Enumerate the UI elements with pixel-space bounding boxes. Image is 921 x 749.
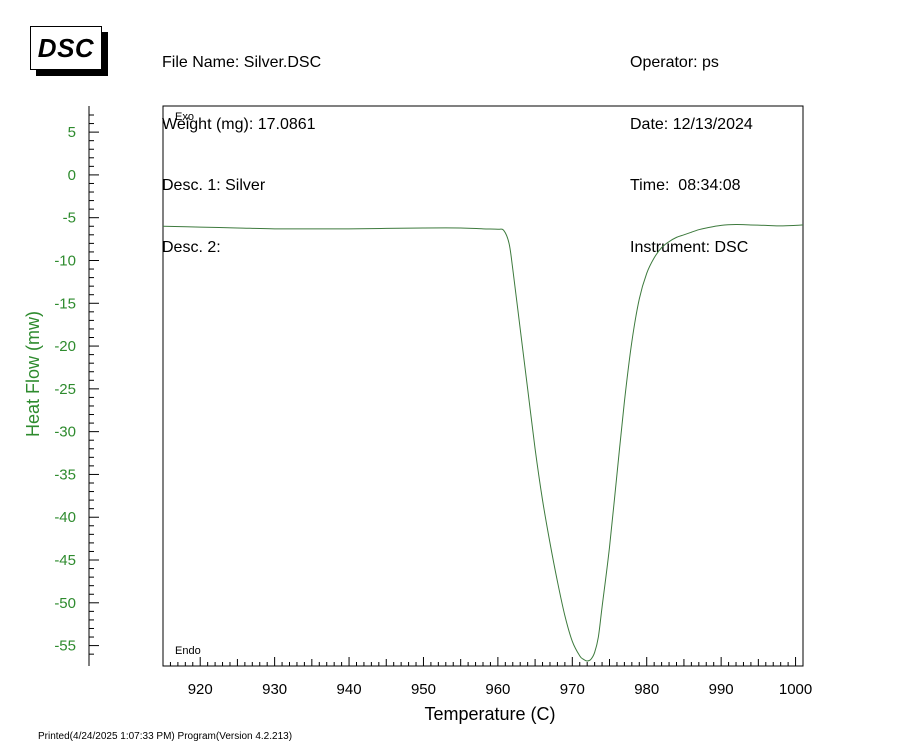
y-tick-label: -30 <box>54 424 76 441</box>
y-tick-label: -5 <box>63 210 76 227</box>
y-tick-label: -40 <box>54 509 76 526</box>
x-axis-label: Temperature (C) <box>424 704 555 724</box>
plot-frame <box>162 105 804 667</box>
instrument-text: Instrument: DSC <box>630 238 749 256</box>
y-tick-label: -35 <box>54 466 76 483</box>
x-tick-label: 990 <box>709 681 734 698</box>
operator-text: Operator: ps <box>630 54 719 71</box>
y-tick-label: -45 <box>54 552 76 569</box>
x-tick-label: 960 <box>485 681 510 698</box>
y-axis-label: Heat Flow (mw) <box>23 311 43 437</box>
endo-label: Endo <box>175 645 201 657</box>
x-tick-label: 970 <box>560 681 585 698</box>
file-name-text: File Name: Silver.DSC <box>162 54 322 71</box>
x-tick-label: 980 <box>634 681 659 698</box>
exo-label: Exo <box>175 111 194 123</box>
x-tick-label: 930 <box>262 681 287 698</box>
header-run-info: Operator: ps Date: 12/13/2024 Time: 08:3… <box>630 12 753 279</box>
y-tick-label: -50 <box>54 595 76 612</box>
print-footer: Printed(4/24/2025 1:07:33 PM) Program(Ve… <box>38 731 293 742</box>
heat-flow-line-0 <box>162 224 804 662</box>
y-tick-label: -10 <box>54 252 76 269</box>
y-tick-label: -25 <box>54 381 76 398</box>
x-tick-label: 920 <box>188 681 213 698</box>
x-tick-label: 950 <box>411 681 436 698</box>
x-tick-label: 1000 <box>779 681 812 698</box>
weight-text: Weight (mg): 17.0861 <box>162 115 316 133</box>
y-tick-label: 0 <box>68 167 76 184</box>
y-tick-label: 5 <box>68 124 76 141</box>
desc2-text: Desc. 2: <box>162 238 221 256</box>
date-text: Date: 12/13/2024 <box>630 115 753 133</box>
x-tick-label: 940 <box>337 681 362 698</box>
header-file-info: File Name: Silver.DSC Weight (mg): 17.08… <box>162 12 321 279</box>
dsc-logo: DSC <box>30 26 102 70</box>
y-tick-label: -15 <box>54 295 76 312</box>
y-tick-label: -55 <box>54 638 76 655</box>
y-tick-label: -20 <box>54 338 76 355</box>
desc1-text: Desc. 1: Silver <box>162 177 266 194</box>
time-text: Time: 08:34:08 <box>630 177 741 194</box>
